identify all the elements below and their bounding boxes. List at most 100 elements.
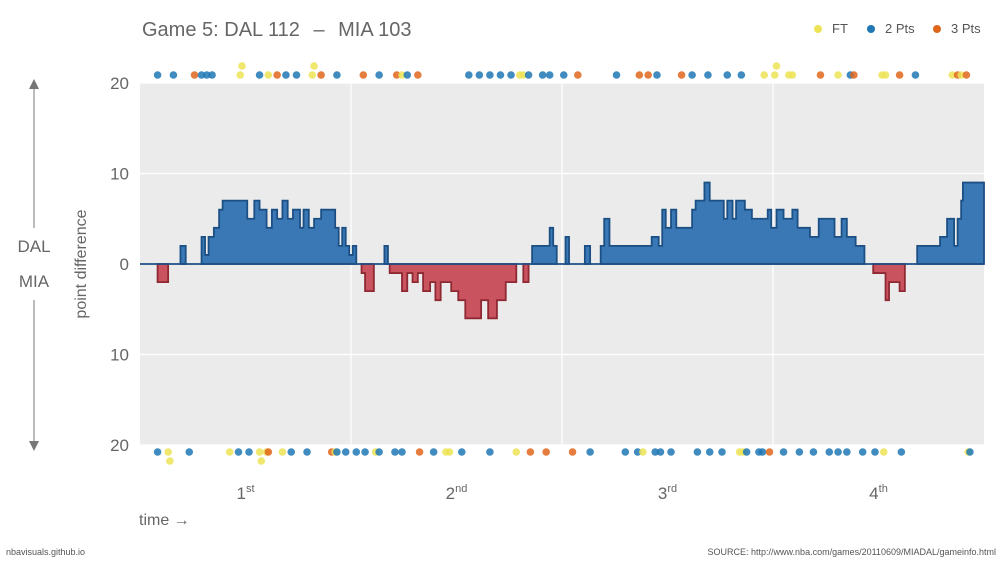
dal-score-2pt-marker	[465, 71, 473, 79]
mia-score-2pt-marker	[333, 448, 341, 456]
mia-score-ft-marker	[879, 448, 888, 456]
quarter-label: 4th	[869, 483, 888, 503]
footer-source: SOURCE: http://www.nba.com/games/2011060…	[708, 547, 996, 557]
dal-score-2pt-marker	[545, 71, 554, 79]
dal-score-ft-marker	[308, 71, 317, 79]
mia-score-2pt-marker	[303, 448, 311, 456]
dal-score-ft-marker	[760, 71, 769, 79]
mia-score-2pt-marker	[633, 448, 642, 456]
dal-score-2pt-marker	[704, 71, 712, 79]
legend-label-2pts: 2 Pts	[885, 21, 915, 36]
mia-score-2pt-marker	[705, 448, 714, 456]
dal-lead-area	[531, 226, 558, 265]
mia-lead-area	[872, 263, 906, 302]
mia-score-3pt-marker	[264, 448, 273, 456]
dal-lead-area	[383, 245, 389, 265]
mia-lead-area	[388, 263, 518, 320]
mia-score-2pt-marker	[287, 448, 296, 456]
mia-score-3pt-marker	[542, 448, 550, 456]
mia-score-2pt-marker	[742, 448, 751, 456]
dal-score-2pt-marker	[292, 71, 301, 79]
mia-score-ft-marker	[257, 457, 266, 465]
dal-score-3pt-marker	[273, 71, 281, 79]
mia-score-2pt-marker	[391, 448, 399, 456]
dal-score-2pt-marker	[507, 71, 515, 79]
dal-score-ft-marker	[398, 71, 406, 79]
dal-score-3pt-marker	[392, 71, 401, 79]
dal-score-3pt-marker	[317, 71, 325, 79]
mia-score-ft-marker	[639, 448, 647, 456]
y-tick-label: 10	[110, 165, 129, 184]
dal-lead-area	[599, 181, 866, 265]
y-axis-ticks: 20 10 0 10 20	[110, 74, 129, 455]
mia-score-ft-marker	[512, 448, 521, 456]
mia-lead-area	[522, 263, 530, 283]
dal-score-3pt-marker	[635, 71, 644, 79]
quarter-label: 2nd	[446, 483, 468, 503]
mia-score-3pt-marker	[765, 448, 774, 456]
mia-score-2pt-marker	[795, 448, 804, 456]
dal-score-3pt-marker	[414, 71, 422, 79]
dal-score-2pt-marker	[486, 71, 494, 79]
quarter-label: 3rd	[658, 483, 677, 503]
mia-score-2pt-marker	[398, 448, 406, 456]
dal-score-2pt-marker	[208, 71, 216, 79]
mia-score-2pt-marker	[858, 448, 867, 456]
mia-score-2pt-marker	[234, 448, 243, 456]
mia-score-2pt-marker	[779, 448, 788, 456]
dal-score-2pt-marker	[203, 71, 211, 79]
legend-swatch-ft	[814, 25, 822, 33]
dal-score-2pt-marker	[475, 71, 484, 79]
x-axis-label: time →	[139, 512, 190, 529]
mia-score-2pt-marker	[429, 448, 438, 456]
dal-score-3pt-marker	[962, 71, 971, 79]
legend-swatch-2pts	[867, 25, 875, 33]
dal-score-2pt-marker	[169, 71, 178, 79]
dal-score-3pt-marker	[359, 71, 368, 79]
dal-score-3pt-marker	[644, 71, 652, 79]
dal-score-2pt-marker	[333, 71, 341, 79]
mia-score-ft-marker	[255, 448, 264, 456]
dal-score-ft-marker	[264, 71, 273, 79]
mia-score-2pt-marker	[375, 448, 383, 456]
dal-score-ft-marker	[788, 71, 797, 79]
legend: FT 2 Pts 3 Pts	[814, 21, 981, 36]
mia-score-2pt-marker	[966, 448, 974, 456]
y-tick-label: 10	[110, 346, 129, 365]
mia-score-ft-marker	[166, 457, 174, 465]
dal-score-2pt-marker	[688, 71, 696, 79]
dal-score-3pt-marker	[816, 71, 825, 79]
quarter-label: 1st	[236, 483, 254, 503]
y-tick-label: 0	[120, 255, 129, 274]
scoring-events	[153, 62, 974, 465]
dal-score-2pt-marker	[911, 71, 920, 79]
dal-score-2pt-marker	[403, 71, 412, 79]
dal-score-ft-marker	[236, 71, 245, 79]
dal-score-3pt-marker	[895, 71, 904, 79]
mia-score-2pt-marker	[871, 448, 879, 456]
dal-score-ft-marker	[310, 62, 318, 70]
mia-score-3pt-marker	[415, 448, 424, 456]
y-axis-label: point difference	[73, 209, 90, 318]
mia-score-2pt-marker	[586, 448, 594, 456]
dal-lead-area	[200, 199, 358, 265]
mia-lead-area	[156, 263, 170, 283]
mia-score-2pt-marker	[486, 448, 494, 456]
dal-score-ft-marker	[519, 71, 528, 79]
mia-score-2pt-marker	[667, 448, 675, 456]
mia-score-2pt-marker	[809, 448, 818, 456]
mia-score-2pt-marker	[651, 448, 659, 456]
dal-score-2pt-marker	[282, 71, 290, 79]
dal-score-2pt-marker	[559, 71, 568, 79]
dal-score-3pt-marker	[850, 71, 858, 79]
dal-score-ft-marker	[770, 71, 779, 79]
dal-lead-area	[564, 235, 570, 265]
y-tick-label: 20	[110, 74, 129, 93]
dal-score-ft-marker	[772, 62, 781, 70]
dal-score-2pt-marker	[723, 71, 732, 79]
dal-score-3pt-marker	[574, 71, 582, 79]
mia-score-2pt-marker	[758, 448, 767, 456]
mia-score-2pt-marker	[153, 448, 162, 456]
mia-score-ft-marker	[164, 448, 172, 456]
dal-score-3pt-marker	[190, 71, 199, 79]
